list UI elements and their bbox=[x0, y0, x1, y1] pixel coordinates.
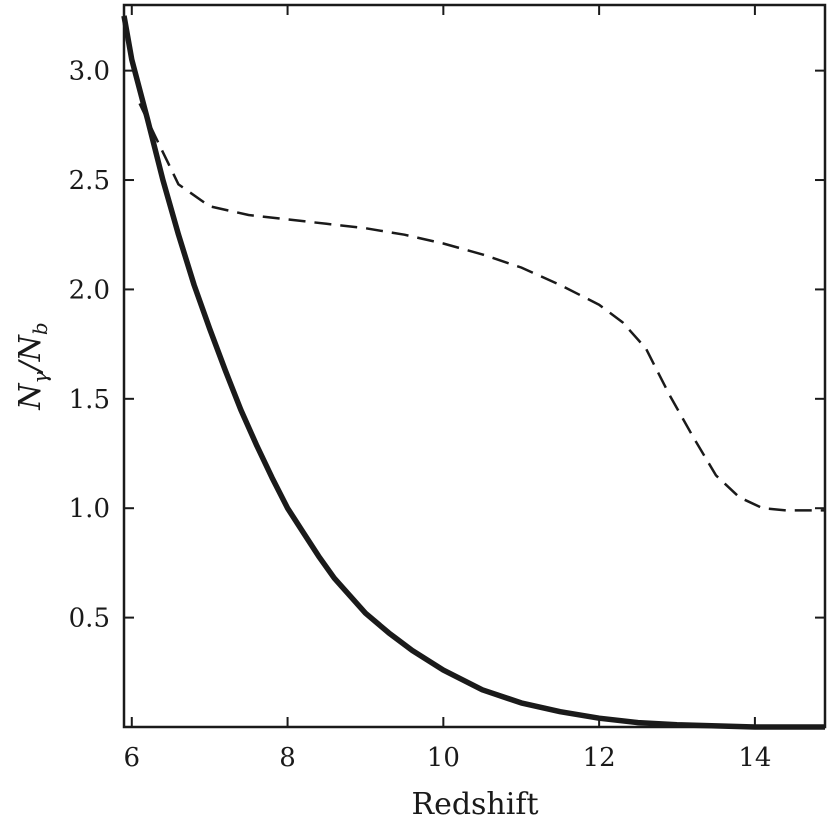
y-axis-title: Nγ/Nb bbox=[13, 322, 52, 410]
series-line-2-dashed bbox=[138, 102, 825, 512]
x-axis-title: Redshift bbox=[411, 787, 538, 822]
x-tick-label: 6 bbox=[124, 743, 141, 773]
y-tick-label: 2.0 bbox=[69, 275, 110, 305]
y-tick-label: 3.0 bbox=[69, 57, 110, 87]
y-tick-label: 0.5 bbox=[69, 604, 110, 634]
y-tick-label: 1.5 bbox=[69, 385, 110, 415]
x-tick-label: 8 bbox=[279, 743, 296, 773]
svg-text:Nγ/Nb: Nγ/Nb bbox=[13, 322, 52, 410]
tick-layer bbox=[124, 5, 825, 727]
x-tick-label: 10 bbox=[427, 743, 460, 773]
y-tick-label: 2.5 bbox=[69, 166, 110, 196]
series-line-1-solid bbox=[121, 15, 825, 730]
x-tick-label: 14 bbox=[738, 743, 771, 773]
series-layer bbox=[121, 15, 825, 730]
plot-area bbox=[121, 3, 827, 730]
y-tick-label: 1.0 bbox=[69, 494, 110, 524]
plot-frame bbox=[122, 3, 827, 729]
x-tick-labels: 6 8 10 12 14 bbox=[124, 743, 772, 773]
y-axis-title-denominator: N bbox=[13, 333, 48, 362]
y-axis-title-slash: / bbox=[13, 358, 48, 374]
y-axis-title-numerator: N bbox=[13, 382, 48, 411]
x-tick-label: 12 bbox=[583, 743, 616, 773]
y-axis-title-numerator-sub: γ bbox=[28, 371, 52, 383]
y-axis-title-denominator-sub: b bbox=[28, 322, 52, 335]
y-tick-labels: 0.5 1.0 1.5 2.0 2.5 3.0 bbox=[69, 57, 110, 634]
